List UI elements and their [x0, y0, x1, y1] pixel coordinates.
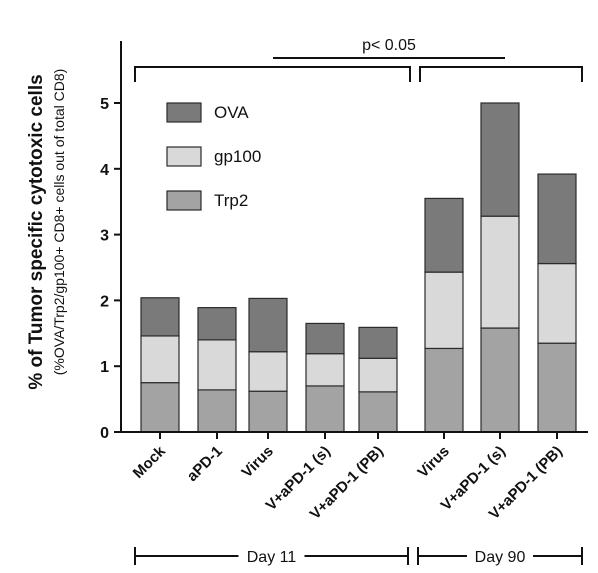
group-label-bg-1 [238, 544, 305, 568]
bar-trp2-1 [140, 382, 180, 433]
group-label-1: Day 11 [247, 549, 297, 566]
y-ticks-layer: 0 1 2 3 4 5 [100, 96, 121, 442]
y-axis-title: % of Tumor specific cytotoxic cells [26, 74, 47, 389]
bars-layer [140, 102, 577, 433]
legend-swatch-ova [166, 102, 202, 123]
y-tick-label-3: 3 [100, 228, 109, 245]
y-tick-label-4: 4 [100, 162, 109, 179]
y-tick-label-0: 0 [100, 425, 109, 442]
bracket-day90 [419, 66, 583, 82]
y-axis-subtitle: (%OVA/Trp2/gp100+ CD8+ cells out of tota… [51, 69, 67, 376]
category-label-3: Virus [238, 443, 276, 481]
bar-gp100-3 [248, 351, 288, 392]
bar-gp100-6 [424, 271, 464, 350]
legend-label-ova: OVA [214, 103, 249, 122]
y-tick-label-5: 5 [100, 96, 109, 113]
legend-label-gp100: gp100 [214, 147, 261, 166]
bar-ova-1 [140, 297, 180, 337]
group-brackets: Day 11 Day 90 [134, 544, 583, 568]
group-label-bg-2 [467, 544, 533, 568]
legend-swatch-trp2 [166, 190, 202, 211]
category-label-2: aPD-1 [184, 443, 226, 485]
bar-trp2-6 [424, 347, 464, 433]
y-tick-label-1: 1 [100, 359, 109, 376]
bar-gp100-5 [358, 357, 398, 393]
bar-ova-5 [358, 326, 398, 359]
bar-gp100-4 [305, 353, 345, 387]
significance-label: p< 0.05 [362, 37, 416, 54]
category-label-1: Mock [130, 442, 170, 482]
significance-brackets: p< 0.05 [134, 37, 583, 82]
category-label-6: Virus [414, 443, 452, 481]
bar-ova-7 [480, 102, 520, 217]
y-tick-label-2: 2 [100, 293, 109, 310]
bar-ova-4 [305, 322, 345, 355]
bar-ova-2 [197, 307, 237, 341]
group-label-2: Day 90 [475, 549, 526, 566]
legend-label-trp2: Trp2 [214, 191, 248, 210]
bar-ova-3 [248, 297, 288, 353]
bar-trp2-8 [537, 342, 577, 433]
bar-gp100-7 [480, 215, 520, 329]
bar-trp2-7 [480, 327, 520, 433]
bar-trp2-4 [305, 385, 345, 433]
bar-gp100-2 [197, 339, 237, 391]
bar-trp2-2 [197, 389, 237, 433]
bar-ova-6 [424, 197, 464, 273]
legend-swatch-gp100 [166, 146, 202, 167]
legend: OVA gp100 Trp2 [166, 102, 261, 211]
bar-trp2-3 [248, 390, 288, 433]
bracket-day11 [134, 66, 411, 82]
bar-gp100-1 [140, 335, 180, 384]
bar-gp100-8 [537, 262, 577, 344]
y-axis-labels: % of Tumor specific cytotoxic cells (%OVA… [26, 69, 67, 390]
bar-trp2-5 [358, 391, 398, 433]
bar-ova-8 [537, 173, 577, 265]
